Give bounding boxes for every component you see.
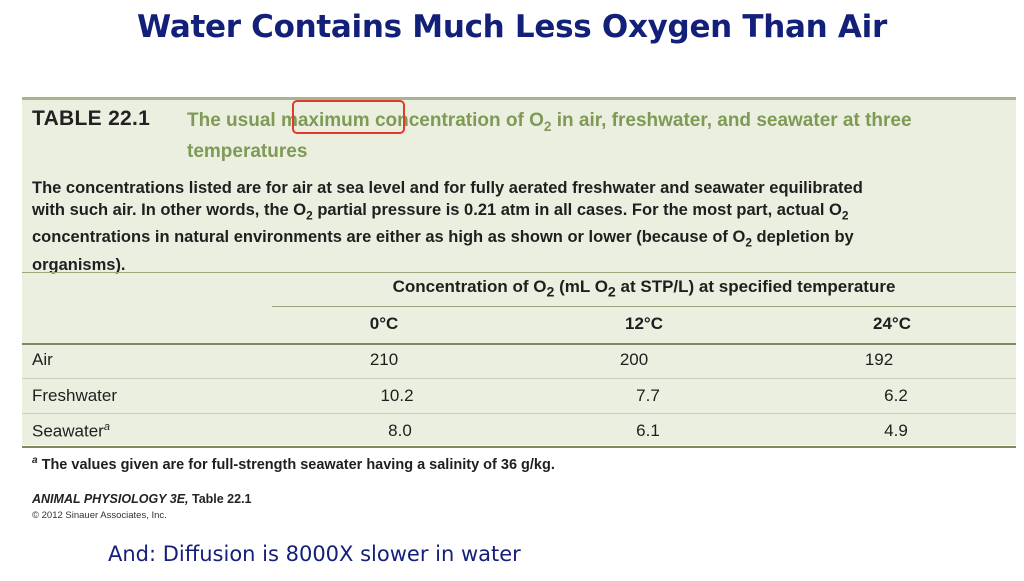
header-rule-bottom	[22, 343, 1016, 345]
cell-freshwater-24c: 6.2	[884, 386, 908, 405]
caption-sub: 2	[543, 118, 552, 134]
description-line-3a: concentrations in natural environments a…	[32, 228, 746, 247]
row-label-air: Air	[32, 350, 53, 369]
description-sub-2: 2	[841, 208, 849, 223]
cell-air-0c: 210	[369, 350, 399, 369]
caption-pre: The usual	[187, 110, 281, 131]
caption-post-2: in air, freshwater, and seawater at thre…	[187, 110, 912, 162]
table-description: The concentrations listed are for air at…	[32, 177, 1002, 276]
table-caption: The usual maximum concentration of O2 in…	[187, 108, 1007, 164]
cell-seawater-0c: 8.0	[388, 421, 412, 440]
group-header-sub: 2	[546, 284, 555, 301]
group-header-part: at STP/L) at specified temperature	[615, 277, 896, 296]
slide-title: Water Contains Much Less Oxygen Than Air	[137, 9, 887, 45]
group-header-sub: 2	[607, 284, 616, 301]
cell-freshwater-0c: 10.2	[380, 386, 414, 405]
description-sub-3: 2	[745, 235, 752, 250]
description-line-4: organisms).	[32, 255, 126, 274]
bottom-note: And: Diffusion is 8000X slower in water	[108, 542, 521, 566]
source-book-title: ANIMAL PHYSIOLOGY 3E,	[32, 492, 189, 506]
description-line-2a: with such air. In other words, the O	[32, 201, 307, 219]
row-label-freshwater: Freshwater	[32, 386, 118, 405]
group-header-rule	[272, 306, 1016, 307]
row-separator	[22, 378, 1016, 379]
cell-seawater-24c: 4.9	[884, 421, 908, 440]
source-copyright: © 2012 Sinauer Associates, Inc.	[32, 510, 167, 521]
description-sub-1: 2	[306, 208, 313, 223]
header-rule-top	[22, 272, 1016, 273]
group-header-part: (mL O	[554, 277, 608, 296]
row-label-seawater: Seawatera	[32, 421, 110, 442]
cell-seawater-12c: 6.1	[636, 421, 660, 440]
seawater-footnote-marker: a	[103, 421, 110, 433]
caption-post-1: concentration of O	[369, 110, 544, 131]
source-citation: ANIMAL PHYSIOLOGY 3E, Table 22.1	[32, 492, 252, 506]
table-footnote: a The values given are for full-strength…	[32, 455, 555, 473]
description-line-2b: partial pressure is 0.21 atm in all case…	[312, 201, 842, 219]
column-header-24c: 24°C	[873, 314, 911, 333]
cell-air-12c: 200	[619, 350, 649, 369]
column-header-0c: 0°C	[369, 314, 399, 333]
column-header-12c: 12°C	[625, 314, 663, 333]
column-group-header: Concentration of O2 (mL O2 at STP/L) at …	[272, 277, 1016, 300]
description-line-1: The concentrations listed are for air at…	[32, 179, 863, 197]
seawater-label-text: Seawater	[32, 421, 104, 441]
caption-highlight-word: maximum	[280, 110, 370, 131]
cell-air-24c: 192	[864, 350, 894, 369]
table-panel: TABLE 22.1 The usual maximum concentrati…	[22, 97, 1016, 473]
row-separator	[22, 413, 1016, 414]
group-header-part: Concentration of O	[392, 277, 547, 296]
description-line-3b: depletion by	[751, 228, 854, 247]
footnote-marker: a	[32, 455, 38, 466]
highlight-annotation-box	[292, 100, 405, 134]
table-bottom-rule	[22, 446, 1016, 448]
cell-freshwater-12c: 7.7	[636, 386, 660, 405]
table-label: TABLE 22.1	[32, 107, 151, 130]
table-top-rule	[22, 97, 1016, 100]
footnote-text: The values given are for full-strength s…	[37, 456, 555, 473]
source-table-ref: Table 22.1	[188, 492, 252, 506]
